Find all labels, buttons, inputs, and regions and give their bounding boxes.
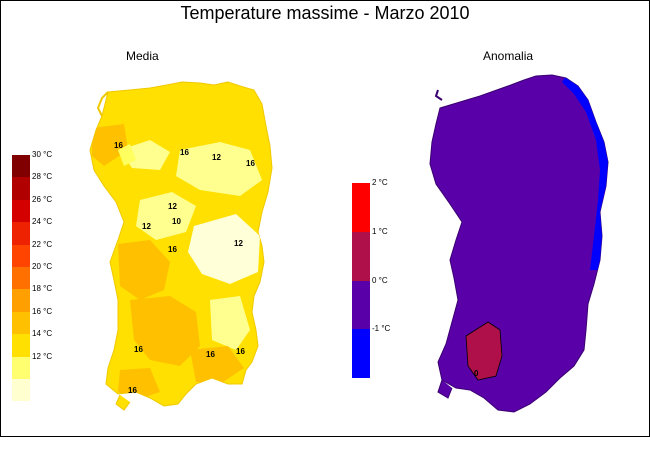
media-legend-swatch: [12, 311, 30, 335]
zone-14-patch: [118, 144, 136, 166]
media-legend-label: 22 °C: [32, 239, 53, 249]
contour-label: 16: [236, 347, 245, 356]
contour-label: 16: [180, 148, 189, 157]
contour-label: 12: [142, 222, 151, 231]
anomalia-legend-swatch: [352, 231, 370, 281]
media-legend-label: 24 °C: [32, 217, 53, 227]
contour-label: 10: [172, 217, 181, 226]
contour-label: 16: [168, 245, 177, 254]
media-legend-label: 14 °C: [32, 329, 53, 339]
anomalia-panel-title: Anomalia: [483, 49, 534, 63]
sant-antioco-island-anomalia: [437, 379, 453, 399]
media-legend-label: 12 °C: [32, 351, 53, 361]
anomalia-legend: 2 °C 1 °C 0 °C -1 °C: [352, 178, 390, 378]
anomalia-legend-label: -1 °C: [372, 324, 391, 334]
zone-10-gennargentu: [188, 214, 260, 284]
figure-title: Temperature massime - Marzo 2010: [180, 3, 470, 23]
media-legend-swatch: [12, 379, 30, 402]
asinara-coast-anomalia: [434, 89, 443, 101]
zone-12-northeast: [176, 142, 262, 196]
media-legend-swatch: [12, 155, 30, 178]
media-legend-label: 20 °C: [32, 262, 53, 271]
anomalia-legend-label: 0 °C: [372, 275, 388, 285]
asinara-coast: [96, 91, 109, 117]
zone-12-center: [136, 192, 196, 240]
media-legend-label: 30 °C: [32, 150, 53, 159]
contour-label: 12: [168, 202, 177, 211]
contour-label: 16: [206, 350, 215, 359]
anomalia-legend-label: 2 °C: [372, 178, 388, 187]
media-legend-label: 16 °C: [32, 306, 53, 316]
anomalia-legend-swatch: [352, 183, 370, 232]
temperature-zones: [92, 124, 262, 400]
media-legend-swatch: [12, 222, 30, 245]
media-legend-label: 26 °C: [32, 194, 53, 204]
media-legend-swatch: [12, 267, 30, 290]
anomalia-legend-swatch: [352, 329, 370, 378]
contour-label: 16: [128, 386, 137, 395]
sant-antioco-island: [115, 394, 131, 411]
contour-label: 0: [474, 369, 479, 378]
media-legend-swatch: [12, 334, 30, 357]
zone-16-cagliari: [190, 346, 244, 384]
positive-anomaly-sulcis: [465, 321, 503, 381]
zone-12-southeast: [210, 296, 250, 350]
media-legend-swatch: [12, 199, 30, 223]
zone-16-nurra: [92, 124, 128, 166]
zone-16-oristano: [118, 240, 170, 300]
anomalia-legend-swatch: [352, 280, 370, 330]
contour-label: 12: [234, 239, 243, 248]
zone-16-sulcis: [118, 368, 160, 400]
sardinia-outline-anomalia: [429, 74, 609, 413]
media-legend: 30 °C 28 °C 26 °C 24 °C 22 °C 20 °C 18 °C 16 °C…: [12, 150, 52, 402]
media-panel-title: Media: [126, 49, 159, 63]
media-legend-swatch: [12, 177, 30, 200]
contour-label: 12: [212, 153, 221, 162]
media-map: 16 16 12 16 12 12 10 16 12 16 16 16 16: [89, 81, 273, 411]
zone-12-north: [120, 140, 170, 170]
anomalia-legend-label: 1 °C: [372, 226, 388, 236]
zone-16-campidano: [130, 296, 200, 366]
media-legend-label: 28 °C: [32, 172, 53, 182]
contour-label: 16: [246, 159, 255, 168]
contour-label: 16: [134, 345, 143, 354]
contour-label: 16: [114, 141, 123, 150]
media-legend-label: 18 °C: [32, 284, 53, 294]
media-legend-swatch: [12, 356, 30, 379]
media-legend-swatch: [12, 244, 30, 267]
anomalia-map: 0: [429, 74, 609, 413]
media-legend-swatch: [12, 289, 30, 312]
